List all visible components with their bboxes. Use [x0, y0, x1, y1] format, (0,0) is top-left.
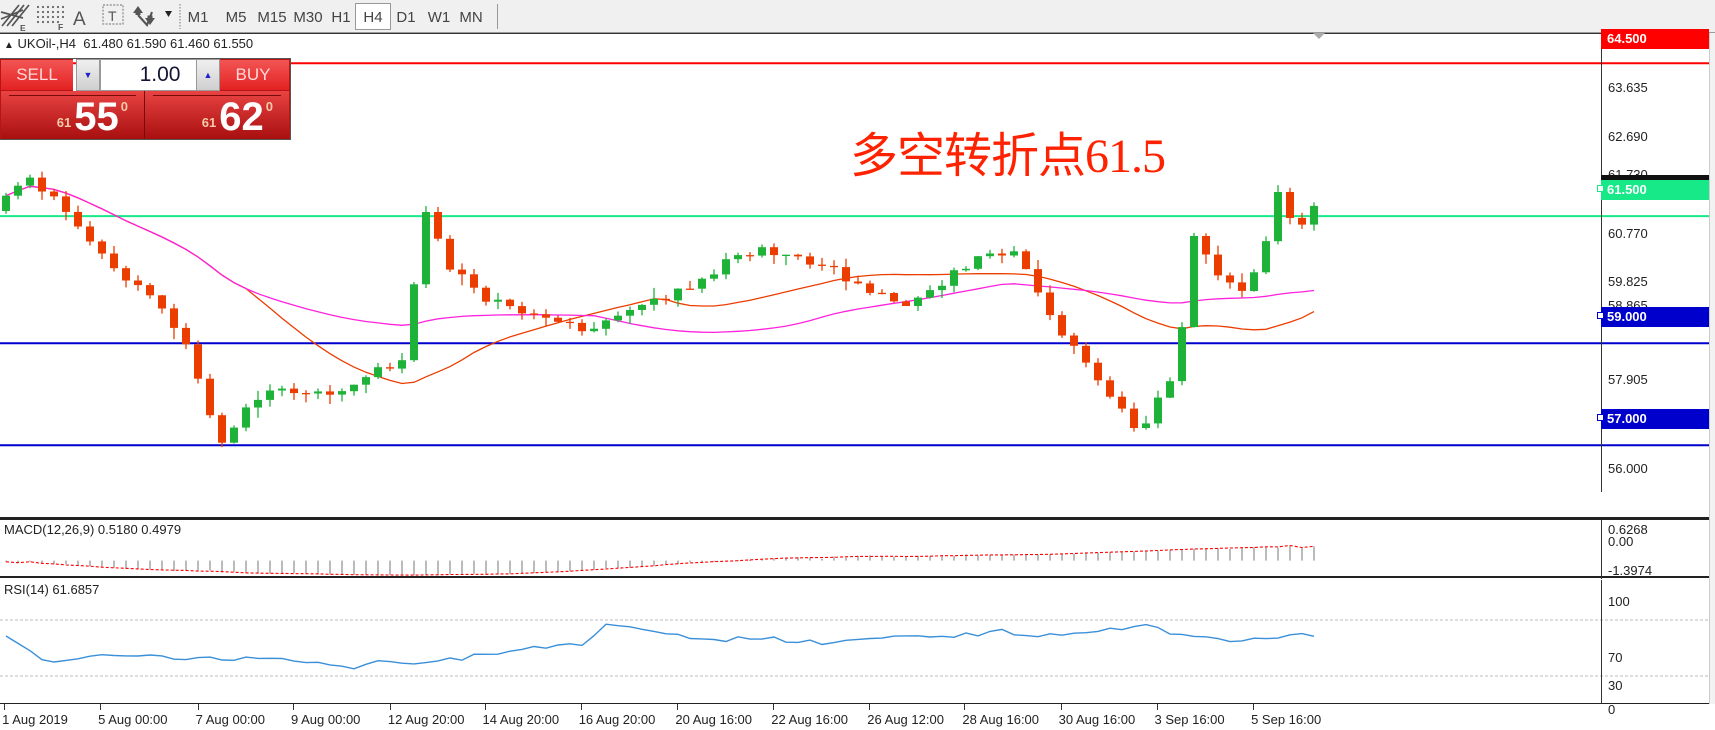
svg-text:A: A [73, 9, 86, 30]
svg-text:F: F [58, 22, 63, 32]
svg-text:E: E [20, 23, 26, 33]
svg-text:T: T [108, 8, 117, 24]
